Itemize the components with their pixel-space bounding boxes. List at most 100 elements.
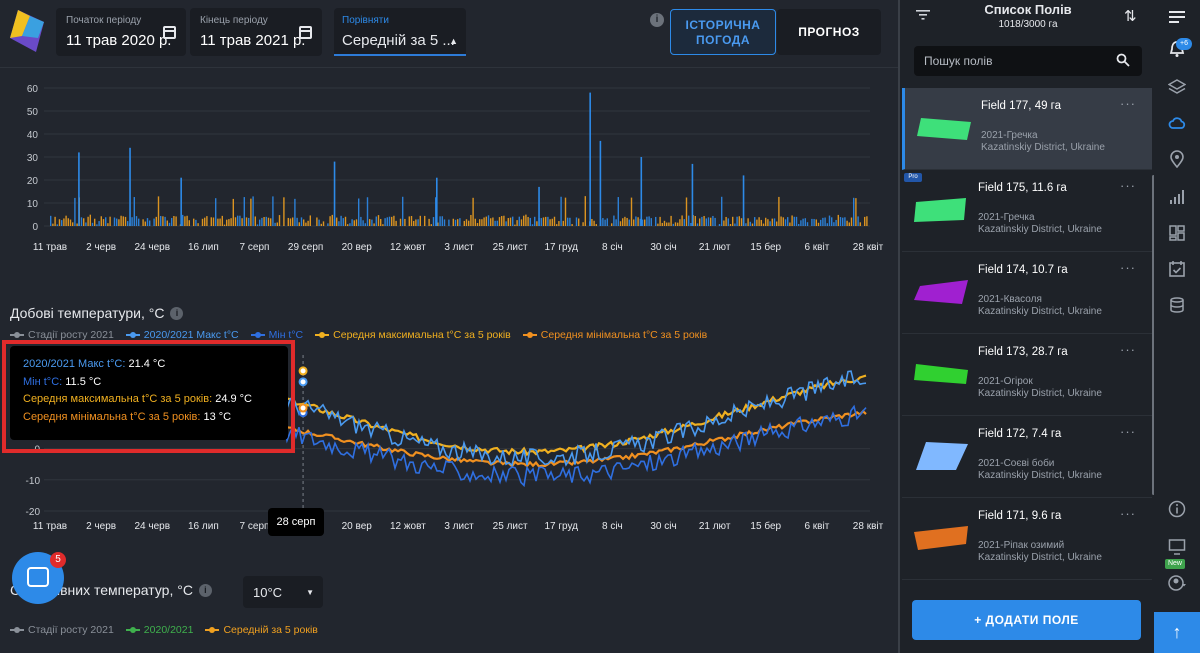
app-logo[interactable] xyxy=(8,8,46,54)
info-icon[interactable]: i xyxy=(198,583,212,597)
precip-bar xyxy=(593,220,595,226)
precip-bar xyxy=(820,219,822,226)
period-end-field[interactable]: Кінець періоду 11 трав 2021 р. xyxy=(190,8,322,56)
field-name: Field 173, 28.7 га xyxy=(978,346,1068,358)
precip-bar xyxy=(52,223,54,226)
precip-bar xyxy=(243,197,245,226)
legend-item[interactable]: Стадії росту 2021 xyxy=(10,624,114,636)
precip-bar xyxy=(245,217,248,226)
more-options-icon[interactable]: ··· xyxy=(1120,506,1136,521)
monitor-icon[interactable] xyxy=(1168,538,1186,556)
precip-bar xyxy=(747,218,749,226)
precip-bar xyxy=(402,196,404,226)
field-location: Kazatinskiy District, Ukraine xyxy=(978,306,1102,317)
precip-bar xyxy=(468,220,470,226)
precip-bar xyxy=(289,218,292,226)
more-options-icon[interactable]: ··· xyxy=(1120,342,1136,357)
field-list-item[interactable]: Field 171, 9.6 га 2021-Ріпак озимий Kazati… xyxy=(902,498,1152,580)
period-start-field[interactable]: Початок періоду 11 трав 2020 р. xyxy=(56,8,186,56)
storage-icon[interactable] xyxy=(1168,296,1186,314)
precip-bar xyxy=(331,214,333,226)
x-tick-label: 21 лют xyxy=(699,242,731,253)
precip-bar xyxy=(206,216,208,226)
precip-bar xyxy=(503,215,505,226)
field-list-item[interactable]: Field 174, 10.7 га 2021-Квасоля Kazatinski… xyxy=(902,252,1152,334)
menu-icon[interactable] xyxy=(1168,8,1186,26)
scroll-top-button[interactable]: ↑ xyxy=(1154,612,1200,653)
more-options-icon[interactable]: ··· xyxy=(1120,424,1136,439)
info-icon[interactable]: i xyxy=(170,306,184,320)
precip-bar xyxy=(736,216,738,226)
field-shape-thumbnail xyxy=(914,526,968,550)
calendar-icon[interactable] xyxy=(299,26,312,39)
precip-bar xyxy=(650,218,652,226)
legend-item[interactable]: Стадії росту 2021 xyxy=(10,329,114,341)
precip-bar xyxy=(571,224,573,226)
more-options-icon[interactable]: ··· xyxy=(1120,178,1136,193)
precip-bar xyxy=(562,220,564,226)
field-list-item[interactable]: Field 175, 11.6 га 2021-Гречка Kazatinskiy… xyxy=(902,170,1152,252)
add-field-button[interactable]: + ДОДАТИ ПОЛЕ xyxy=(912,600,1141,640)
precip-bar xyxy=(780,216,782,226)
tooltip-label: Середня максимальна t°C за 5 років: xyxy=(23,393,213,405)
info-icon[interactable]: i xyxy=(650,13,664,27)
field-shape xyxy=(914,526,968,550)
precip-bar xyxy=(386,217,388,226)
precip-bar xyxy=(584,196,586,226)
legend-item[interactable]: 2020/2021 xyxy=(125,624,193,636)
field-list-item[interactable]: Field 172, 7.4 га 2021-Соєві боби Kazatins… xyxy=(902,416,1152,498)
legend-item[interactable]: Середній за 5 років xyxy=(205,624,318,636)
more-options-icon[interactable]: ··· xyxy=(1120,96,1136,111)
tooltip-label: Мін t°C: xyxy=(23,375,63,388)
x-tick-label: 21 лют xyxy=(699,521,731,532)
field-list-item[interactable]: Field 173, 28.7 га 2021-Огірок Kazatinskiy… xyxy=(902,334,1152,416)
fields-area-count: 1018/3000 га xyxy=(998,19,1058,30)
search-icon[interactable] xyxy=(1116,53,1130,67)
precip-bar xyxy=(516,220,518,226)
legend-item[interactable]: 2020/2021 Макс t°C xyxy=(125,329,239,341)
x-tick-label: 7 серп xyxy=(240,521,270,532)
field-search-input[interactable]: Пошук полів xyxy=(914,46,1142,76)
calendar-check-icon[interactable] xyxy=(1168,260,1186,278)
precip-bar xyxy=(756,219,758,226)
weather-cloud-icon[interactable] xyxy=(1168,114,1186,132)
account-icon[interactable] xyxy=(1168,574,1186,592)
precip-bar xyxy=(380,218,382,226)
tab-forecast[interactable]: ПРОГНОЗ xyxy=(777,9,881,55)
precip-bar xyxy=(641,219,644,226)
legend-item[interactable]: Середня мінімальна t°C за 5 років xyxy=(522,329,707,341)
precip-bar xyxy=(648,216,650,226)
compare-select[interactable]: Порівняти Середній за 5 ... ▲ xyxy=(334,8,466,56)
calendar-icon[interactable] xyxy=(163,26,176,39)
precip-bar-peak xyxy=(538,186,540,226)
field-location: Kazatinskiy District, Ukraine xyxy=(981,142,1105,153)
legend-item[interactable]: Мін t°C xyxy=(250,329,303,341)
location-pin-icon[interactable] xyxy=(1168,150,1186,168)
legend-item[interactable]: Середня максимальна t°C за 5 років xyxy=(315,329,511,341)
precip-bar xyxy=(721,196,723,226)
precip-bar xyxy=(848,222,850,226)
base-temperature-select[interactable]: 10°C ▼ xyxy=(243,576,323,608)
x-tick-label: 6 квіт xyxy=(804,242,829,253)
layers-icon[interactable] xyxy=(1168,78,1186,96)
x-tick-label: 16 лип xyxy=(188,521,219,532)
filter-icon[interactable] xyxy=(916,9,930,21)
precip-bar xyxy=(149,220,151,226)
precip-bar xyxy=(300,217,303,226)
precip-bar xyxy=(303,219,305,226)
dashboard-icon[interactable] xyxy=(1168,224,1186,242)
more-options-icon[interactable]: ··· xyxy=(1120,260,1136,275)
precip-bar xyxy=(518,216,520,226)
precip-bar xyxy=(802,218,804,226)
fields-panel-title: Список Полів xyxy=(984,2,1072,17)
sort-icon[interactable]: ⇅ xyxy=(1124,8,1137,25)
info-circle-icon[interactable] xyxy=(1168,500,1186,518)
precipitation-chart: 60 50 40 30 20 10 0 11 трав 2 черв 24 черв 16 лип… xyxy=(27,84,884,253)
analytics-icon[interactable] xyxy=(1168,188,1186,206)
field-list-item[interactable]: Field 177, 49 га 2021-Гречка Kazatinskiy D… xyxy=(902,88,1152,170)
field-list-scrollbar[interactable] xyxy=(1152,175,1155,495)
tab-historical-weather[interactable]: ІСТОРИЧНА ПОГОДА xyxy=(670,9,776,55)
precip-bar xyxy=(463,220,465,226)
field-crop: 2021-Ріпак озимий xyxy=(978,540,1065,551)
precip-bar xyxy=(263,217,265,226)
